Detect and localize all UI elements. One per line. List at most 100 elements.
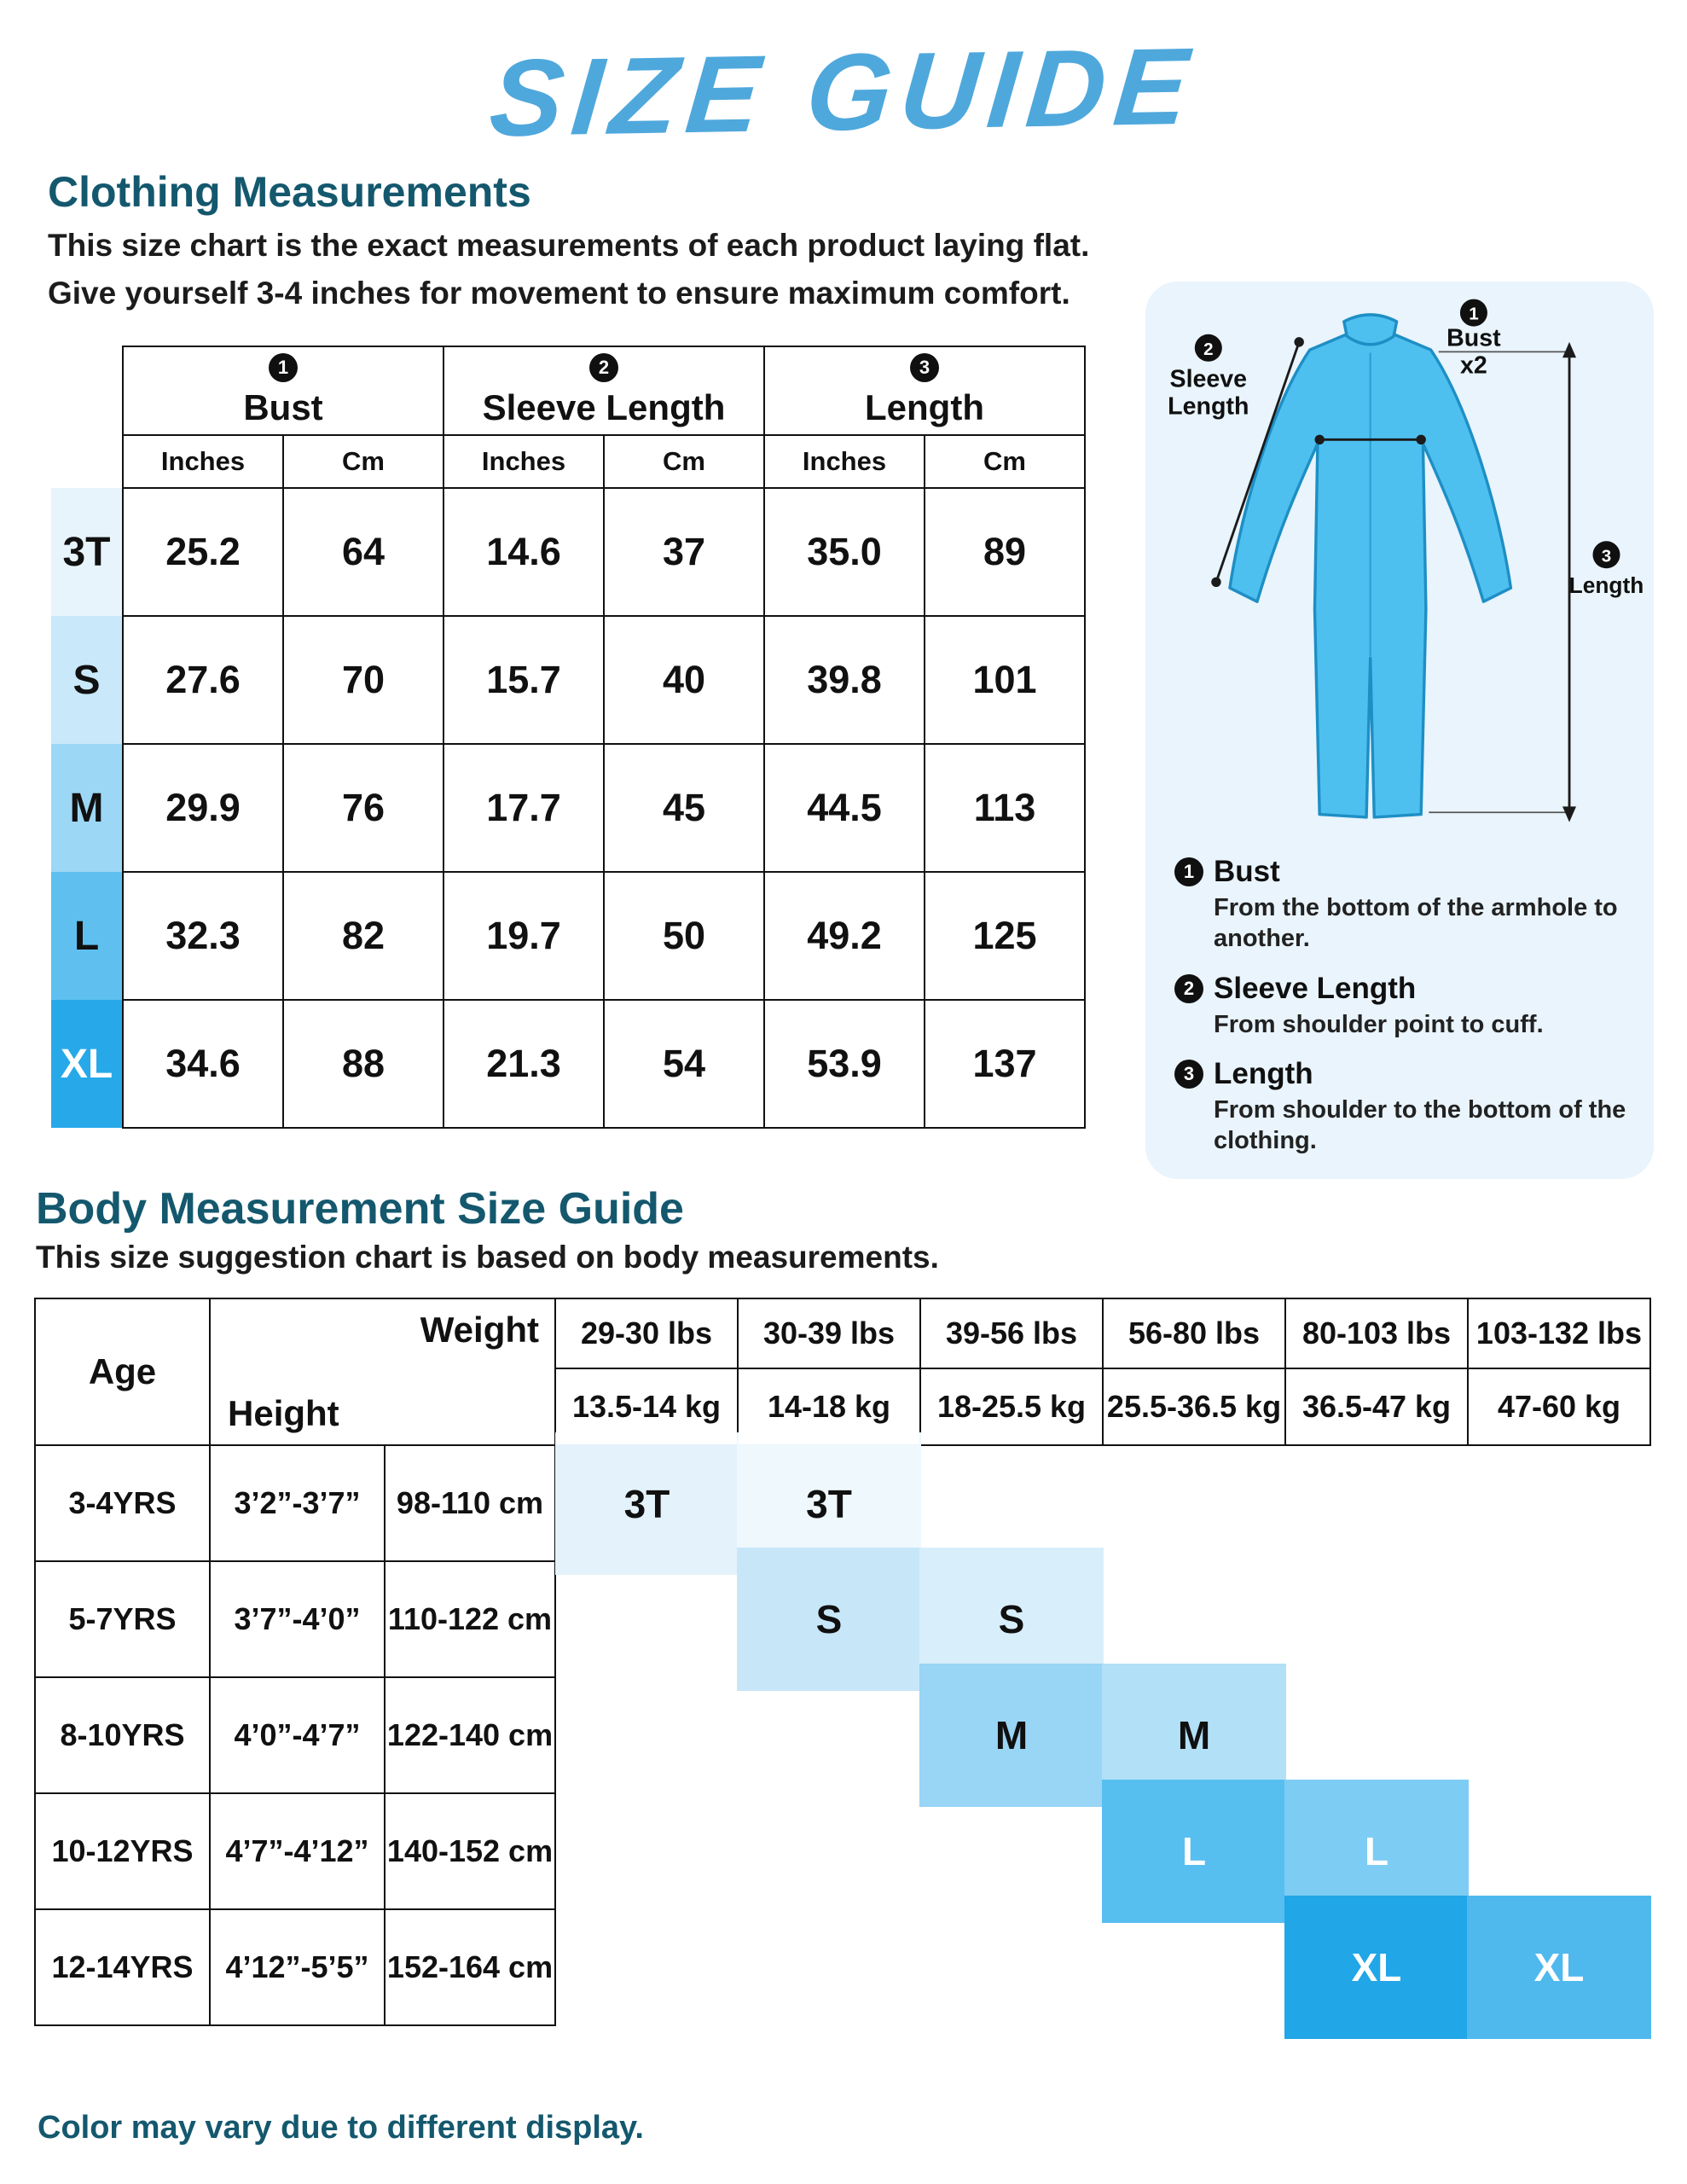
weight-lbs-header: 39-56 lbs xyxy=(919,1298,1104,1370)
size-cell: M xyxy=(51,744,123,873)
circled-1-icon: 1 xyxy=(1174,857,1203,886)
clothing-measurements-heading: Clothing Measurements xyxy=(48,168,531,217)
weight-kg-header: 36.5-47 kg xyxy=(1284,1368,1469,1447)
legend-title: Bust xyxy=(1214,855,1280,888)
arrow-up-icon xyxy=(1562,341,1577,358)
length-label-text: Length xyxy=(1569,572,1644,598)
value-cell: 39.8 xyxy=(763,615,925,746)
size-block: L xyxy=(1102,1780,1286,1924)
size-cell: S xyxy=(51,616,123,745)
body-measurement-description: This size suggestion chart is based on b… xyxy=(36,1240,939,1275)
circled-2-icon: 2 xyxy=(1174,973,1203,1003)
weight-kg-header: 25.5-36.5 kg xyxy=(1102,1368,1286,1447)
group-label: Sleeve Length xyxy=(482,387,726,428)
group-label: Length xyxy=(865,387,984,428)
unit-header: Cm xyxy=(603,434,765,490)
legend-title: Sleeve Length xyxy=(1214,971,1417,1005)
size-block: M xyxy=(919,1664,1104,1808)
table-row: 3-4YRS 3’2”-3’7” 98-110 cm 3T 3T xyxy=(34,1432,1650,1576)
weight-lbs-header: 80-103 lbs xyxy=(1284,1298,1469,1370)
value-cell: 125 xyxy=(924,871,1086,1002)
weight-kg-header: 47-60 kg xyxy=(1467,1368,1651,1447)
circled-2-icon: 2 xyxy=(589,353,618,383)
sleeve-label-text2: Length xyxy=(1168,393,1249,421)
value-cell: 82 xyxy=(282,871,444,1002)
circled-2-digit: 2 xyxy=(1203,340,1213,359)
sleeve-diagram-label: 2 Sleeve Length xyxy=(1168,334,1249,421)
clothing-measurements-description: This size chart is the exact measurement… xyxy=(48,222,1122,317)
value-cell: 25.2 xyxy=(122,487,284,618)
size-cell: XL xyxy=(51,1000,123,1129)
bust-line-dot xyxy=(1314,434,1325,445)
garment-diagram: 1 Bust x2 2 Sleeve Length 3 Length xyxy=(1168,299,1644,822)
unit-header: Inches xyxy=(443,434,605,490)
table-row: 8-10YRS 4’0”-4’7” 122-140 cm M M xyxy=(34,1664,1650,1808)
height-cm-cell: 152-164 cm xyxy=(384,1908,556,2027)
weight-kg-header: 13.5-14 kg xyxy=(554,1368,739,1447)
garment-collar xyxy=(1342,313,1399,346)
bust-x2-text: x2 xyxy=(1460,352,1487,380)
age-cell: 10-12YRS xyxy=(34,1792,211,1911)
table-row: 12-14YRS 4’12”-5’5” 152-164 cm XL XL xyxy=(34,1896,1651,2040)
age-cell: 12-14YRS xyxy=(34,1908,211,2027)
value-cell: 37 xyxy=(603,487,765,618)
legend-item-sleeve-length: 2 Sleeve Length From shoulder point to c… xyxy=(1174,972,1628,1040)
corner-cell xyxy=(51,346,123,488)
weight-kg-header: 18-25.5 kg xyxy=(919,1368,1104,1447)
age-cell: 5-7YRS xyxy=(34,1560,211,1679)
circled-1-digit: 1 xyxy=(1469,305,1478,324)
bust-diagram-label: 1 Bust x2 xyxy=(1446,299,1501,380)
group-header-bust: 1 Bust xyxy=(122,346,444,437)
height-cm-cell: 110-122 cm xyxy=(384,1560,556,1679)
table-row: L 32.3 82 19.7 50 49.2 125 xyxy=(51,871,1086,1002)
value-cell: 17.7 xyxy=(443,743,605,874)
size-block: 3T xyxy=(555,1432,739,1576)
length-diagram-label: 3 Length xyxy=(1569,541,1644,598)
body-measurement-table: Age Weight Height 29-30 lbs 30-39 lbs 39… xyxy=(34,1298,1651,2040)
body-measurement-heading: Body Measurement Size Guide xyxy=(36,1184,684,1234)
value-cell: 34.6 xyxy=(122,999,284,1130)
clothing-size-table: 1 Bust 2 Sleeve Length 3 Length xyxy=(51,346,1086,1130)
measurement-diagram-panel: 1 Bust x2 2 Sleeve Length 3 Length 1 xyxy=(1145,282,1654,1179)
size-block: S xyxy=(737,1548,921,1692)
height-cm-cell: 122-140 cm xyxy=(384,1676,556,1795)
page-title: SIZE GUIDE xyxy=(0,0,1687,160)
height-cm-cell: 140-152 cm xyxy=(384,1792,556,1911)
table-row: S 27.6 70 15.7 40 39.8 101 xyxy=(51,615,1086,746)
sleeve-line-dot xyxy=(1211,577,1221,588)
value-cell: 113 xyxy=(924,743,1086,874)
group-header-row: 1 Bust 2 Sleeve Length 3 Length xyxy=(51,346,1086,437)
table-row: XL 34.6 88 21.3 54 53.9 137 xyxy=(51,999,1086,1130)
legend-description: From the bottom of the armhole to anothe… xyxy=(1214,894,1618,953)
weight-kg-header-row: 13.5-14 kg 14-18 kg 18-25.5 kg 25.5-36.5… xyxy=(35,1368,1651,1447)
value-cell: 14.6 xyxy=(443,487,605,618)
bust-label-text: Bust xyxy=(1446,324,1501,351)
value-cell: 19.7 xyxy=(443,871,605,1002)
value-cell: 27.6 xyxy=(122,615,284,746)
sleeve-measure-line xyxy=(1215,341,1301,583)
value-cell: 15.7 xyxy=(443,615,605,746)
bust-line-dot xyxy=(1416,434,1426,445)
circled-3-digit: 3 xyxy=(1602,546,1611,566)
weight-header-label: Weight xyxy=(420,1310,539,1350)
weight-lbs-header: 29-30 lbs xyxy=(554,1298,739,1370)
value-cell: 89 xyxy=(924,487,1086,618)
value-cell: 76 xyxy=(282,743,444,874)
legend-description: From shoulder to the bottom of the cloth… xyxy=(1214,1095,1626,1154)
height-weight-diagonal-cell: Weight Height xyxy=(209,1298,556,1447)
age-cell: 8-10YRS xyxy=(34,1676,211,1795)
weight-lbs-header: 103-132 lbs xyxy=(1467,1298,1651,1370)
measurement-legend: 1 Bust From the bottom of the armhole to… xyxy=(1145,851,1654,1156)
circled-1-icon: 1 xyxy=(269,353,298,383)
sleeve-line-dot xyxy=(1294,337,1304,347)
circled-2-icon xyxy=(1194,334,1222,362)
height-cm-cell: 98-110 cm xyxy=(384,1444,556,1563)
value-cell: 44.5 xyxy=(763,743,925,874)
value-cell: 137 xyxy=(924,999,1086,1130)
group-label: Bust xyxy=(243,387,323,428)
table-row: 10-12YRS 4’7”-4’12” 140-152 cm L L xyxy=(34,1780,1650,1924)
value-cell: 32.3 xyxy=(122,871,284,1002)
circled-1-icon xyxy=(1459,299,1487,327)
size-cell: 3T xyxy=(51,488,123,617)
